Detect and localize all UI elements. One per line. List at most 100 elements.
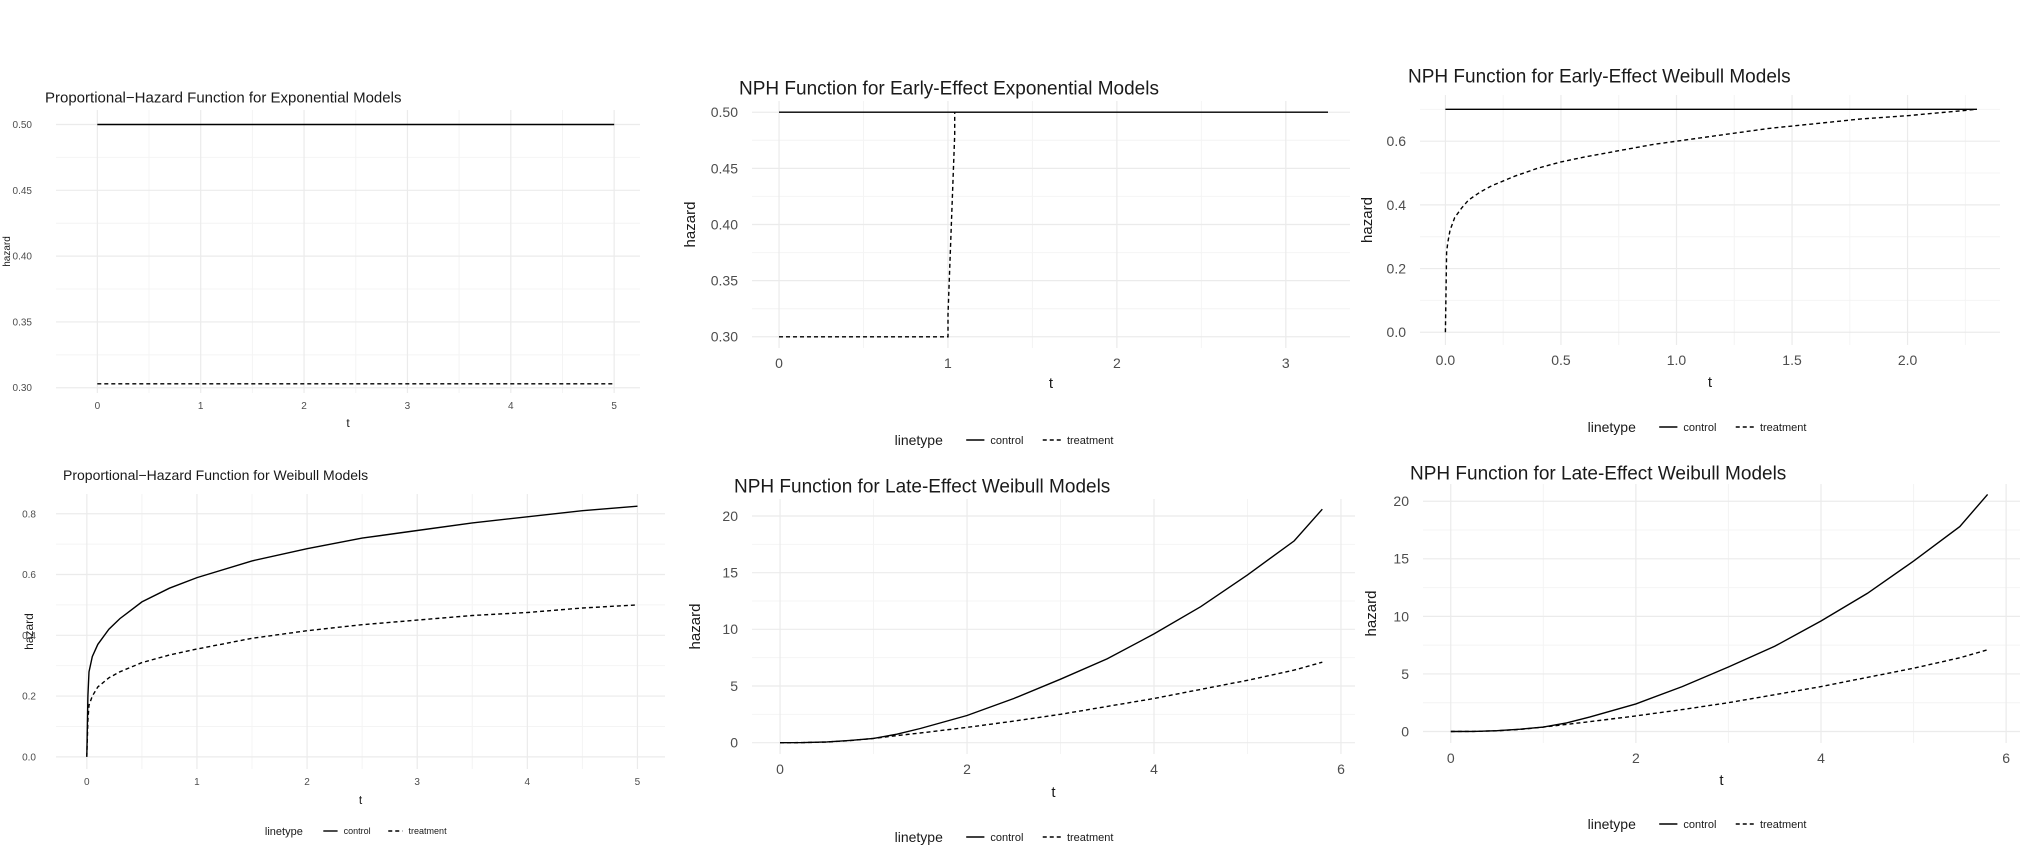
x-tick-label: 0.5 [1551, 352, 1571, 368]
x-tick-label: 0.0 [1436, 352, 1456, 368]
chart-title: NPH Function for Late-Effect Weibull Mod… [1410, 464, 1786, 485]
x-tick-label: 0 [775, 355, 783, 371]
chart-title: Proportional−Hazard Function for Exponen… [45, 89, 401, 106]
x-tick-label: 3 [414, 777, 420, 788]
y-axis-label: hazard [22, 613, 36, 650]
x-axis-label: t [359, 793, 363, 807]
chart-panel-4: 0 1 2 3 4 5 0.0 0.2 0.4 0.6 0.8 t hazard Proportional… [22, 467, 665, 838]
legend-title: linetype [895, 829, 943, 845]
legend: linetype control treatment [895, 829, 1114, 845]
y-tick-label: 0.45 [13, 186, 33, 197]
x-tick-label: 0 [84, 777, 90, 788]
chart-title: NPH Function for Early-Effect Exponentia… [739, 79, 1159, 100]
y-tick-label: 0.30 [711, 329, 738, 345]
y-tick-label: 0 [730, 735, 738, 751]
legend-label-control: control [990, 832, 1023, 844]
legend-title: linetype [1588, 816, 1636, 832]
series-line-treatment [779, 661, 1323, 744]
y-tick-label: 0.4 [22, 631, 36, 642]
y-tick-label: 0.2 [22, 692, 36, 703]
legend-label-control: control [1683, 819, 1716, 831]
legend-title: linetype [895, 432, 943, 448]
series-line-treatment [1450, 649, 1988, 733]
y-tick-label: 15 [722, 565, 738, 581]
legend-title: linetype [1588, 419, 1636, 435]
x-tick-label: 0 [95, 401, 101, 412]
x-tick-label: 2 [963, 761, 971, 777]
x-axis-label: t [1051, 784, 1056, 801]
x-tick-label: 6 [1337, 761, 1345, 777]
y-tick-label: 0.35 [711, 273, 738, 289]
y-tick-label: 0.0 [1387, 324, 1407, 340]
y-tick-label: 0.0 [22, 752, 36, 763]
x-tick-label: 5 [635, 777, 641, 788]
y-tick-label: 0.35 [13, 317, 33, 328]
x-tick-label: 4 [525, 777, 531, 788]
legend-title: linetype [265, 826, 303, 838]
legend: linetype control treatment [265, 826, 447, 838]
x-tick-label: 2 [1632, 750, 1640, 766]
y-tick-label: 0.50 [13, 120, 33, 131]
x-tick-label: 2 [1113, 355, 1121, 371]
y-axis-label: hazard [1363, 591, 1380, 637]
y-tick-label: 20 [722, 508, 738, 524]
x-tick-label: 0 [1447, 750, 1455, 766]
x-tick-label: 5 [611, 401, 617, 412]
chart-title: NPH Function for Late-Effect Weibull Mod… [734, 477, 1110, 498]
legend-label-treatment: treatment [409, 826, 448, 836]
chart-panel-2: 0 1 2 3 0.30 0.35 0.40 0.45 0.50 t hazard NPH Funct… [682, 79, 1350, 448]
chart-panel-6: 0 2 4 6 0 5 10 15 20 t hazard NPH Function for Late… [1363, 464, 2020, 832]
y-tick-label: 5 [1401, 666, 1409, 682]
legend: linetype control treatment [1588, 419, 1807, 435]
x-tick-label: 1.5 [1782, 352, 1802, 368]
y-tick-label: 20 [1393, 493, 1409, 509]
y-tick-label: 0.45 [711, 160, 738, 176]
legend-label-treatment: treatment [1067, 435, 1113, 447]
y-tick-label: 0 [1401, 723, 1409, 739]
x-tick-label: 3 [405, 401, 411, 412]
y-tick-label: 10 [1393, 608, 1409, 624]
series-line-treatment [1444, 108, 1977, 333]
legend-label-control: control [990, 435, 1023, 447]
x-tick-label: 3 [1282, 355, 1290, 371]
y-tick-label: 0.40 [711, 216, 738, 232]
chart-title: NPH Function for Early-Effect Weibull Mo… [1408, 67, 1791, 88]
y-tick-label: 0.8 [22, 509, 36, 520]
x-tick-label: 2.0 [1898, 352, 1918, 368]
chart-panel-5: 0 2 4 6 0 5 10 15 20 t hazard NPH Function for Late… [687, 477, 1355, 845]
x-tick-label: 1 [198, 401, 204, 412]
x-axis-label: t [1049, 375, 1054, 392]
series-line-treatment [86, 604, 638, 757]
y-tick-label: 0.4 [1387, 197, 1407, 213]
legend: linetype control treatment [895, 432, 1114, 448]
y-tick-label: 0.2 [1387, 260, 1407, 276]
x-tick-label: 0 [776, 761, 784, 777]
x-tick-label: 1 [944, 355, 952, 371]
y-tick-label: 15 [1393, 551, 1409, 567]
x-tick-label: 4 [508, 401, 514, 412]
legend-label-treatment: treatment [1760, 422, 1806, 434]
legend-label-control: control [1683, 422, 1716, 434]
x-tick-label: 1 [194, 777, 200, 788]
x-tick-label: 4 [1817, 750, 1825, 766]
y-axis-label: hazard [687, 604, 704, 650]
legend-label-control: control [344, 826, 371, 836]
y-tick-label: 0.6 [1387, 133, 1407, 149]
y-axis-label: hazard [682, 202, 699, 248]
x-tick-label: 2 [304, 777, 310, 788]
chart-title: Proportional−Hazard Function for Weibull… [63, 467, 368, 483]
chart-panel-3: 0.0 0.5 1.0 1.5 2.0 0.0 0.2 0.4 0.6 t hazard NPH Fu… [1359, 67, 2000, 435]
legend-label-treatment: treatment [1760, 819, 1806, 831]
y-tick-label: 5 [730, 678, 738, 694]
x-axis-label: t [1719, 772, 1724, 789]
y-axis-label: hazard [1359, 197, 1376, 243]
y-axis-label: hazard [2, 236, 13, 267]
chart-panel-1: 0 1 2 3 4 5 0.30 0.35 0.40 0.45 0.50 t hazard Proport… [2, 89, 640, 430]
x-tick-label: 1.0 [1667, 352, 1687, 368]
legend: linetype control treatment [1588, 816, 1807, 832]
series-line-control [86, 505, 638, 757]
y-tick-label: 0.30 [13, 383, 33, 394]
x-tick-label: 2 [301, 401, 307, 412]
x-tick-label: 4 [1150, 761, 1158, 777]
x-tick-label: 6 [2002, 750, 2010, 766]
